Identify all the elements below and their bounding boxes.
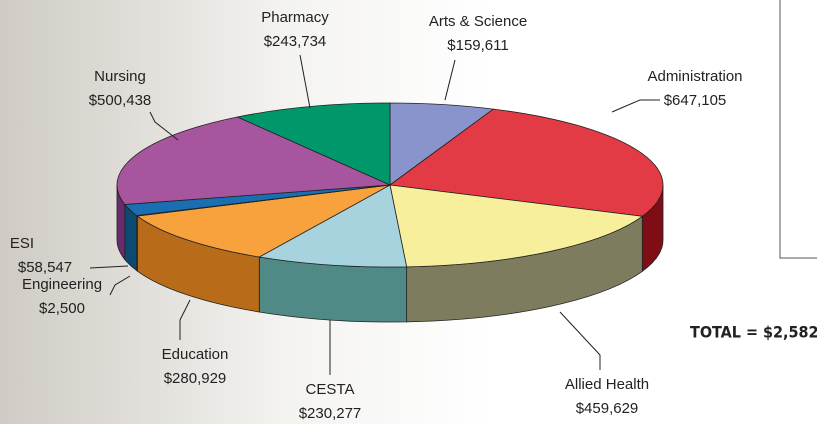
slice (388, 108, 664, 217)
leader-line (179, 299, 191, 340)
slice-label: Engineering (22, 276, 102, 293)
slice-value-label: $500,438 (89, 92, 152, 109)
leader-line (611, 99, 660, 113)
slice (236, 102, 391, 186)
slice-value-label: $159,611 (447, 37, 508, 54)
slice-label: Administration (647, 68, 742, 85)
slice-value-label: $647,105 (664, 92, 727, 109)
total-label: TOTAL = $2,582,769 (690, 323, 817, 342)
slice-value-label: $2,500 (39, 300, 85, 317)
leader-line (559, 311, 601, 370)
slice-label: ESI (10, 235, 34, 252)
slice (389, 184, 644, 268)
leader-line (444, 59, 456, 101)
slice-label: Arts & Science (429, 13, 527, 30)
leader-line (149, 111, 179, 141)
leader-line (299, 54, 311, 109)
slice-value-label: $58,547 (18, 259, 72, 276)
slice-label: CESTA (306, 381, 355, 398)
slice-value-label: $280,929 (164, 370, 227, 387)
slice-label: Nursing (94, 68, 146, 85)
slice (136, 184, 391, 258)
slice-value-label: $230,277 (299, 405, 362, 422)
leader-line (89, 265, 129, 269)
slice-value-label: $243,734 (264, 33, 327, 50)
slice-label: Allied Health (565, 376, 649, 393)
slice (258, 184, 408, 268)
leader-line (109, 275, 131, 296)
slice (116, 116, 391, 205)
frame-box (779, 0, 817, 259)
slice-value-label: $459,629 (576, 400, 639, 417)
slice-label: Pharmacy (261, 9, 329, 26)
slice-label: Education (162, 346, 229, 363)
